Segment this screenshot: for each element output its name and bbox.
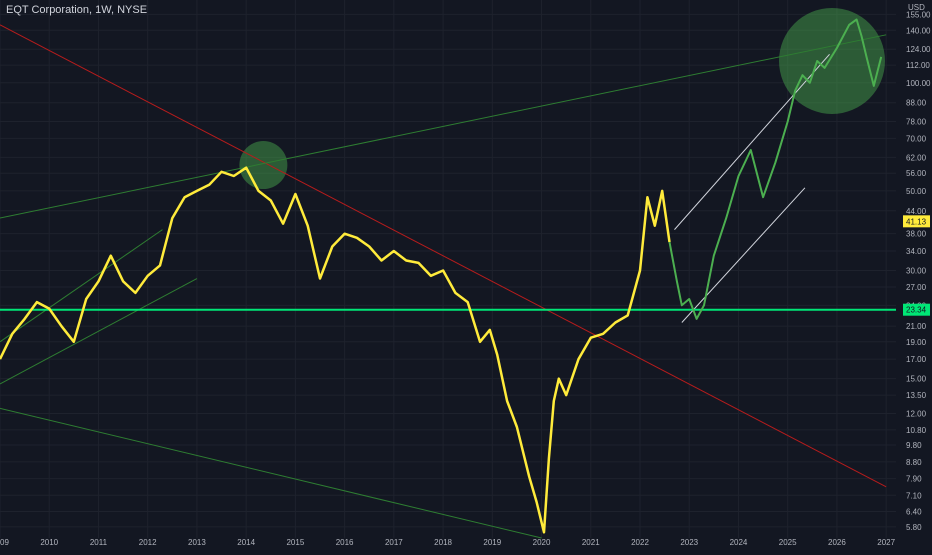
y-tick-label: 30.00 <box>906 267 927 276</box>
chart-header: EQT Corporation, 1W, NYSE <box>6 4 148 16</box>
x-tick-label: 2017 <box>385 538 403 547</box>
channel-2010-upper <box>0 229 163 343</box>
x-tick-label: 2013 <box>188 538 206 547</box>
y-tick-label: 19.00 <box>906 338 927 347</box>
x-tick-label: 2009 <box>0 538 9 547</box>
green-trendline-upper <box>0 34 887 219</box>
x-tick-label: 2011 <box>90 538 108 547</box>
y-tick-label: 112.00 <box>906 61 930 70</box>
support-price-tag <box>903 303 930 316</box>
x-tick-label: 2024 <box>730 538 748 547</box>
channel-2010-lower <box>0 278 198 385</box>
y-tick-label: 8.80 <box>906 458 922 467</box>
y-tick-label: 70.00 <box>906 134 927 143</box>
x-tick-label: 2018 <box>434 538 452 547</box>
channel-2022-upper <box>674 53 830 230</box>
y-tick-label: 140.00 <box>906 26 931 35</box>
y-tick-label: 100.00 <box>906 79 931 88</box>
y-tick-label: 124.00 <box>906 45 931 54</box>
y-tick-label: 78.00 <box>906 118 927 127</box>
current-price-label: 41.13 <box>906 217 927 226</box>
x-tick-label: 2014 <box>237 538 255 547</box>
x-tick-label: 2010 <box>40 538 58 547</box>
highlight-circle-2026 <box>779 7 885 114</box>
y-tick-label: 9.80 <box>906 441 922 450</box>
x-tick-label: 2020 <box>533 538 551 547</box>
interval-label: 1W <box>95 4 111 16</box>
y-tick-label: 62.00 <box>906 153 927 162</box>
y-tick-label: 7.10 <box>906 491 922 500</box>
y-tick-label: 38.00 <box>906 230 927 239</box>
y-tick-label: 6.40 <box>906 508 922 517</box>
y-tick-label: 44.00 <box>906 207 927 216</box>
y-tick-label: 50.00 <box>906 187 927 196</box>
y-tick-label: 27.00 <box>906 283 927 292</box>
y-tick-label: 21.00 <box>906 322 927 331</box>
y-tick-label: 10.80 <box>906 426 927 435</box>
y-tick-label: 12.00 <box>906 409 927 418</box>
price-series-yellow <box>0 166 671 534</box>
axis-layer: 2009 2010 2011 2012 2013 2014 2015 2016 2017 2018… <box>0 3 931 547</box>
y-tick-label: 7.90 <box>906 475 922 484</box>
x-tick-label: 2022 <box>631 538 649 547</box>
current-price-tag <box>903 215 930 228</box>
price-series-green <box>668 18 883 320</box>
y-tick-label: 17.00 <box>906 355 927 364</box>
grid-layer <box>0 0 896 538</box>
downtrend-line <box>0 24 887 488</box>
x-tick-label: 2025 <box>779 538 797 547</box>
x-tick-label: 2019 <box>483 538 501 547</box>
y-tick-label: 56.00 <box>906 169 927 178</box>
y-tick-label: 155.00 <box>906 10 931 19</box>
y-tick-label: 88.00 <box>906 99 927 108</box>
y-tick-label: 34.00 <box>906 247 927 256</box>
green-trendline-lower <box>0 407 542 539</box>
channel-2022-lower <box>681 187 806 323</box>
x-tick-label: 2027 <box>877 538 895 547</box>
exchange-label: NYSE <box>117 4 148 16</box>
x-tick-label: 2026 <box>828 538 846 547</box>
x-tick-label: 2015 <box>286 538 304 547</box>
x-tick-label: 2023 <box>680 538 698 547</box>
x-tick-label: 2012 <box>139 538 157 547</box>
highlight-circle-2014 <box>239 141 288 190</box>
currency-label: USD <box>908 3 925 12</box>
y-tick-label: 15.00 <box>906 375 927 384</box>
x-tick-label: 2016 <box>336 538 354 547</box>
y-tick-label: 5.80 <box>906 523 922 532</box>
x-tick-label: 2021 <box>582 538 600 547</box>
symbol-name: EQT Corporation <box>6 4 89 16</box>
series-layer <box>0 18 883 534</box>
y-tick-label: 13.50 <box>906 391 927 400</box>
support-price-label: 23.34 <box>906 306 927 315</box>
